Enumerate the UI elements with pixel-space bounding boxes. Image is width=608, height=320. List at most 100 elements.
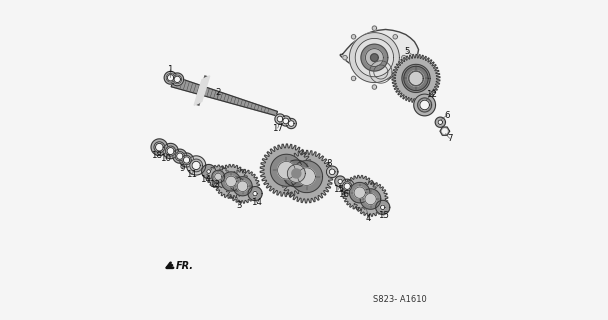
Polygon shape [340, 179, 354, 193]
Polygon shape [165, 146, 176, 156]
Polygon shape [418, 98, 432, 112]
Polygon shape [409, 71, 423, 85]
Polygon shape [281, 116, 291, 126]
Polygon shape [207, 170, 210, 173]
Text: S823- A1610: S823- A1610 [373, 295, 427, 304]
Polygon shape [283, 118, 289, 124]
Text: 6: 6 [444, 111, 450, 120]
Text: 16: 16 [339, 190, 350, 199]
Polygon shape [361, 189, 381, 209]
Text: 10: 10 [161, 154, 171, 163]
Polygon shape [393, 76, 398, 81]
Polygon shape [248, 187, 262, 201]
Polygon shape [359, 189, 371, 202]
Polygon shape [278, 162, 295, 179]
Polygon shape [171, 73, 184, 86]
Text: 15: 15 [333, 185, 344, 194]
Polygon shape [212, 170, 224, 183]
Polygon shape [288, 164, 305, 182]
Polygon shape [164, 71, 177, 84]
Polygon shape [392, 54, 440, 102]
Polygon shape [353, 182, 388, 216]
Text: 13: 13 [209, 180, 220, 189]
Polygon shape [207, 165, 230, 188]
Polygon shape [414, 94, 435, 116]
Polygon shape [288, 121, 294, 126]
Polygon shape [408, 71, 424, 86]
Polygon shape [271, 154, 302, 186]
Polygon shape [173, 149, 187, 163]
Text: FR.: FR. [176, 260, 194, 271]
Text: 14: 14 [200, 175, 211, 184]
Polygon shape [340, 29, 418, 79]
Polygon shape [286, 118, 296, 129]
Text: 7: 7 [447, 134, 452, 143]
Polygon shape [365, 49, 384, 67]
Text: 15: 15 [379, 212, 390, 220]
Polygon shape [438, 120, 443, 124]
Polygon shape [190, 159, 202, 172]
Polygon shape [167, 75, 174, 81]
Polygon shape [330, 169, 335, 175]
Polygon shape [151, 139, 168, 156]
Text: 14: 14 [251, 198, 262, 207]
Polygon shape [175, 152, 184, 161]
Polygon shape [163, 143, 178, 159]
Text: 3: 3 [236, 201, 241, 210]
Polygon shape [192, 161, 200, 170]
Polygon shape [226, 169, 260, 203]
Polygon shape [174, 76, 181, 83]
Polygon shape [420, 100, 429, 110]
Polygon shape [343, 55, 347, 60]
Polygon shape [350, 33, 399, 83]
Polygon shape [167, 148, 174, 155]
Polygon shape [291, 161, 323, 193]
Polygon shape [167, 74, 174, 82]
Polygon shape [343, 182, 352, 191]
Polygon shape [275, 114, 285, 124]
Polygon shape [173, 75, 181, 84]
Polygon shape [292, 169, 301, 178]
Polygon shape [393, 35, 398, 39]
Text: 12: 12 [426, 90, 437, 99]
Polygon shape [221, 172, 241, 191]
Polygon shape [402, 55, 406, 60]
Polygon shape [280, 150, 333, 203]
Polygon shape [298, 168, 316, 185]
Polygon shape [365, 193, 376, 205]
Polygon shape [283, 160, 309, 187]
Polygon shape [376, 200, 390, 214]
Text: 1: 1 [167, 65, 173, 74]
Polygon shape [202, 164, 216, 179]
Polygon shape [402, 64, 430, 92]
Polygon shape [440, 127, 449, 135]
Text: 4: 4 [366, 214, 371, 223]
Polygon shape [171, 76, 277, 116]
Polygon shape [230, 177, 244, 191]
Polygon shape [260, 144, 313, 196]
Polygon shape [370, 54, 378, 61]
Polygon shape [344, 183, 350, 189]
Polygon shape [226, 176, 237, 187]
Polygon shape [361, 44, 388, 71]
Polygon shape [187, 156, 206, 175]
Polygon shape [435, 117, 446, 127]
Polygon shape [215, 173, 222, 180]
Text: 2: 2 [215, 88, 221, 97]
Polygon shape [179, 153, 193, 167]
Polygon shape [342, 175, 377, 210]
Text: 8: 8 [326, 159, 332, 168]
Polygon shape [156, 143, 163, 151]
Polygon shape [372, 85, 376, 89]
Text: 5: 5 [404, 47, 410, 56]
Polygon shape [351, 35, 356, 39]
Polygon shape [194, 76, 210, 105]
Polygon shape [233, 177, 252, 196]
Polygon shape [182, 156, 191, 164]
Polygon shape [404, 66, 428, 91]
Text: 17: 17 [272, 124, 283, 132]
Polygon shape [443, 129, 447, 133]
Polygon shape [177, 153, 183, 159]
Polygon shape [214, 164, 248, 198]
Polygon shape [355, 38, 393, 77]
